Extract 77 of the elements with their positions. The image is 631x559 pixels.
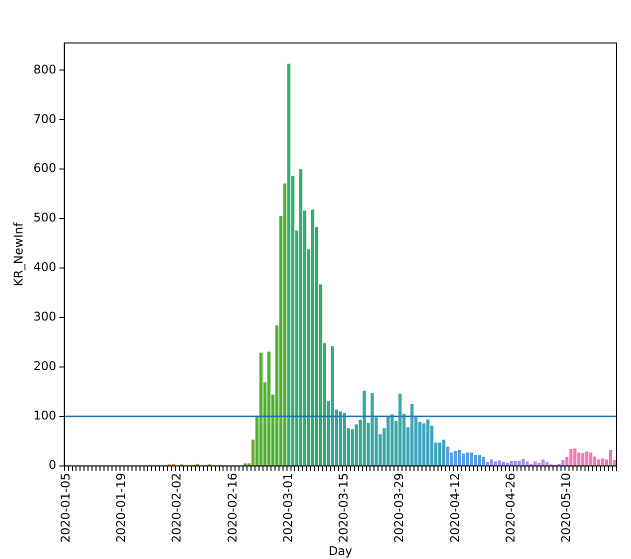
bar <box>561 460 565 466</box>
bar <box>299 169 302 466</box>
bar <box>526 461 529 466</box>
x-tick-label: 2020-03-29 <box>392 472 406 543</box>
bar <box>342 412 346 466</box>
bar <box>362 390 366 466</box>
y-tick-label: 500 <box>33 210 56 225</box>
bar <box>283 183 286 466</box>
bar <box>609 450 612 466</box>
x-tick-label: 2020-01-19 <box>114 472 128 543</box>
bar <box>522 458 525 466</box>
bar <box>470 452 474 466</box>
bar <box>498 460 501 466</box>
bar <box>259 352 263 466</box>
x-tick-label: 2020-01-05 <box>58 472 72 543</box>
bar <box>537 462 541 466</box>
bar <box>506 462 509 466</box>
bar <box>338 411 342 466</box>
bar <box>569 449 572 466</box>
bar <box>514 460 517 466</box>
bar <box>573 448 576 466</box>
bar <box>410 404 414 466</box>
x-tick-label: 2020-05-10 <box>559 472 574 543</box>
bar <box>478 454 482 466</box>
bar <box>446 446 450 466</box>
x-tick-label: 2020-04-12 <box>448 472 462 543</box>
bar <box>311 210 314 466</box>
y-tick-label: 200 <box>33 359 56 374</box>
bar <box>398 394 402 466</box>
x-axis-title: Day <box>328 544 352 558</box>
bar <box>589 452 592 466</box>
y-tick-label: 100 <box>33 408 56 423</box>
bar <box>422 423 426 466</box>
bar <box>386 416 390 466</box>
bar <box>287 64 290 466</box>
bar <box>330 346 334 466</box>
y-tick-label: 300 <box>33 310 56 324</box>
bar <box>490 459 493 466</box>
bar <box>593 456 596 466</box>
bar <box>438 442 442 466</box>
bar <box>462 454 466 466</box>
bar <box>426 419 430 466</box>
bar <box>597 459 600 466</box>
y-tick-label: 0 <box>48 458 56 472</box>
bar <box>370 393 374 466</box>
bar <box>601 458 604 466</box>
x-tick-label: 2020-03-15 <box>336 472 351 543</box>
bar <box>510 460 513 466</box>
y-tick-label: 600 <box>33 161 56 176</box>
bar <box>482 456 486 466</box>
y-tick-label: 400 <box>33 260 56 274</box>
x-tick-label: 2020-02-16 <box>225 472 240 543</box>
bar <box>545 462 549 466</box>
bar <box>585 452 588 466</box>
bar <box>518 460 521 466</box>
bar <box>454 451 458 466</box>
bar <box>486 462 490 466</box>
y-tick-label: 800 <box>33 62 56 76</box>
bar <box>474 454 478 466</box>
bar <box>354 424 358 466</box>
bar <box>502 462 505 466</box>
bar <box>581 453 584 466</box>
x-tick-label: 2020-02-02 <box>170 472 184 543</box>
bar <box>458 450 462 466</box>
bar <box>494 461 497 466</box>
bar <box>541 459 545 466</box>
bar <box>442 440 446 466</box>
bar <box>577 452 580 466</box>
x-tick-label: 2020-04-26 <box>503 472 518 543</box>
y-tick-label: 700 <box>33 112 56 126</box>
bar <box>267 352 271 466</box>
y-axis-title: KR_NewInf <box>11 222 26 286</box>
bar <box>534 461 537 466</box>
bar <box>390 414 394 466</box>
bar <box>466 452 470 466</box>
x-tick-label: 2020-03-01 <box>280 472 295 543</box>
bar <box>251 440 255 466</box>
